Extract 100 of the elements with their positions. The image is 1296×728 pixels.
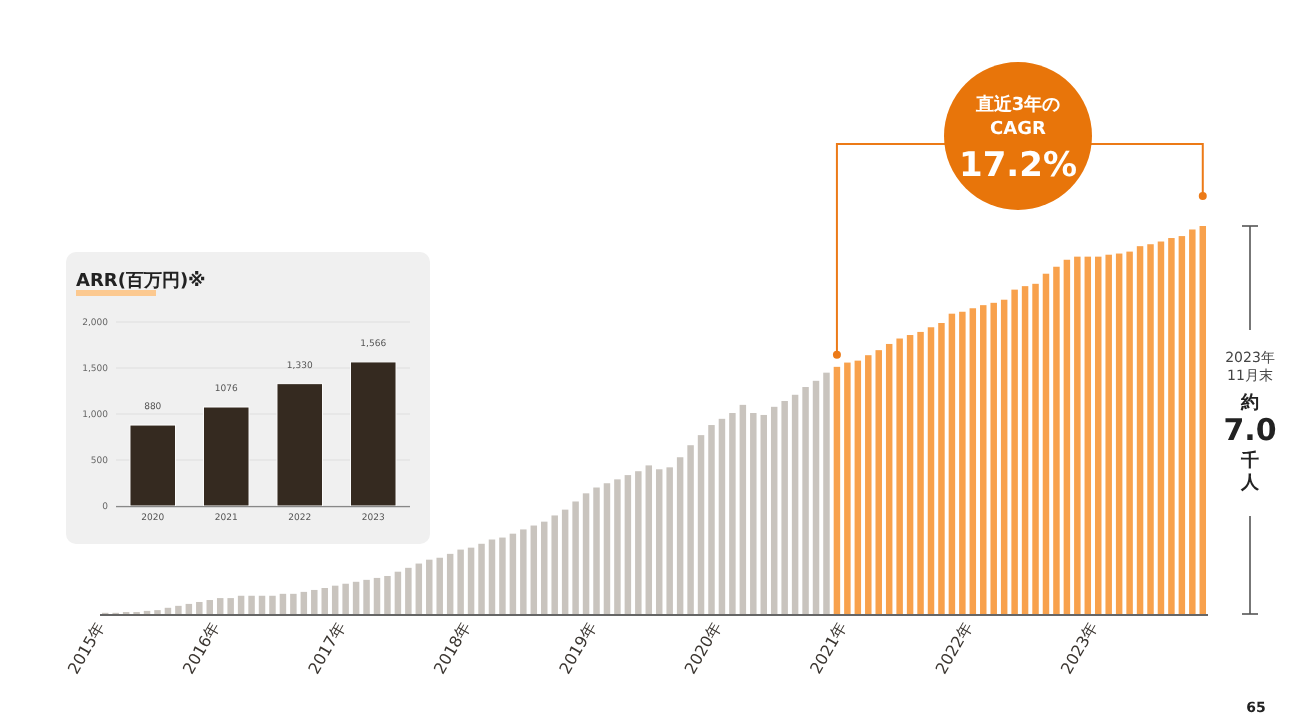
bar <box>655 469 663 614</box>
bar <box>572 501 579 614</box>
bar <box>833 366 841 614</box>
bar <box>202 406 250 507</box>
bar <box>499 537 506 614</box>
bar <box>196 601 203 614</box>
bar <box>750 413 757 614</box>
bar <box>718 418 726 614</box>
text: 17.2% <box>959 146 1077 186</box>
bar <box>405 567 412 614</box>
bar <box>781 400 788 614</box>
bar <box>729 413 736 614</box>
bar <box>1115 253 1123 614</box>
bar <box>896 338 903 614</box>
bar <box>561 509 569 614</box>
bar <box>541 521 548 614</box>
bar <box>1095 256 1102 614</box>
bar <box>1189 229 1196 614</box>
bar <box>185 603 193 614</box>
bar <box>1157 241 1165 614</box>
bar <box>791 394 799 614</box>
bar <box>1032 283 1039 614</box>
bar <box>349 361 397 507</box>
bar <box>509 533 517 614</box>
bar <box>373 577 381 614</box>
bar <box>1147 244 1154 614</box>
text: 約 <box>1239 392 1259 414</box>
bar <box>300 591 308 614</box>
bar <box>938 323 945 614</box>
bar <box>446 553 454 614</box>
bar <box>948 313 956 614</box>
bar <box>269 595 276 614</box>
bar <box>624 475 632 614</box>
bar <box>697 435 705 614</box>
bar <box>331 585 339 614</box>
bar <box>175 605 182 614</box>
text: 直近3年の <box>973 94 1061 116</box>
bar <box>237 595 245 614</box>
bar <box>593 487 600 614</box>
bar <box>635 471 642 614</box>
bar <box>1053 266 1060 614</box>
bar <box>227 598 234 614</box>
bar <box>1178 236 1186 614</box>
bar <box>885 343 893 614</box>
bar <box>520 529 527 614</box>
bar <box>812 380 820 614</box>
bar <box>457 549 464 614</box>
bar <box>802 387 809 614</box>
bar <box>1074 256 1081 614</box>
bar <box>582 493 590 614</box>
text: CAGR <box>990 120 1047 140</box>
bar <box>467 547 475 614</box>
bar <box>342 583 349 614</box>
bar <box>129 424 177 507</box>
bar <box>927 327 935 614</box>
bar <box>1063 259 1071 614</box>
bar <box>1011 289 1018 614</box>
bar <box>384 575 391 614</box>
bar <box>645 465 653 614</box>
bar <box>206 600 213 614</box>
bar <box>666 467 673 614</box>
bar <box>1084 256 1092 614</box>
bar <box>1126 251 1133 614</box>
bar <box>258 595 266 614</box>
bar <box>844 362 851 614</box>
bar <box>676 457 684 614</box>
bar <box>488 539 496 614</box>
bar <box>614 479 621 614</box>
bar <box>687 445 694 614</box>
bar <box>708 425 715 614</box>
bar <box>164 607 172 614</box>
bar <box>1021 286 1029 614</box>
bar <box>394 571 402 614</box>
bar <box>1199 226 1207 614</box>
bar <box>415 563 423 614</box>
bar <box>363 579 370 614</box>
bar <box>603 483 611 614</box>
bar <box>1168 238 1175 614</box>
bar <box>969 308 977 614</box>
bar <box>1105 254 1112 614</box>
bar <box>1042 273 1050 614</box>
bar <box>1000 299 1008 614</box>
bar <box>760 414 767 614</box>
bar <box>770 406 778 614</box>
bar <box>823 372 830 614</box>
bar <box>551 515 558 614</box>
bar <box>279 593 287 614</box>
bar <box>352 581 360 614</box>
bar <box>854 360 862 614</box>
bar <box>1136 246 1144 614</box>
bar <box>739 404 747 614</box>
bar <box>906 335 914 614</box>
bar <box>276 383 324 507</box>
bar <box>959 311 966 614</box>
bar <box>917 331 924 614</box>
bar <box>530 525 538 614</box>
text: 7.0 <box>1223 412 1277 448</box>
chart-title: ARR(百万円)※ <box>76 270 207 292</box>
bar <box>478 543 485 614</box>
bar <box>290 593 297 614</box>
